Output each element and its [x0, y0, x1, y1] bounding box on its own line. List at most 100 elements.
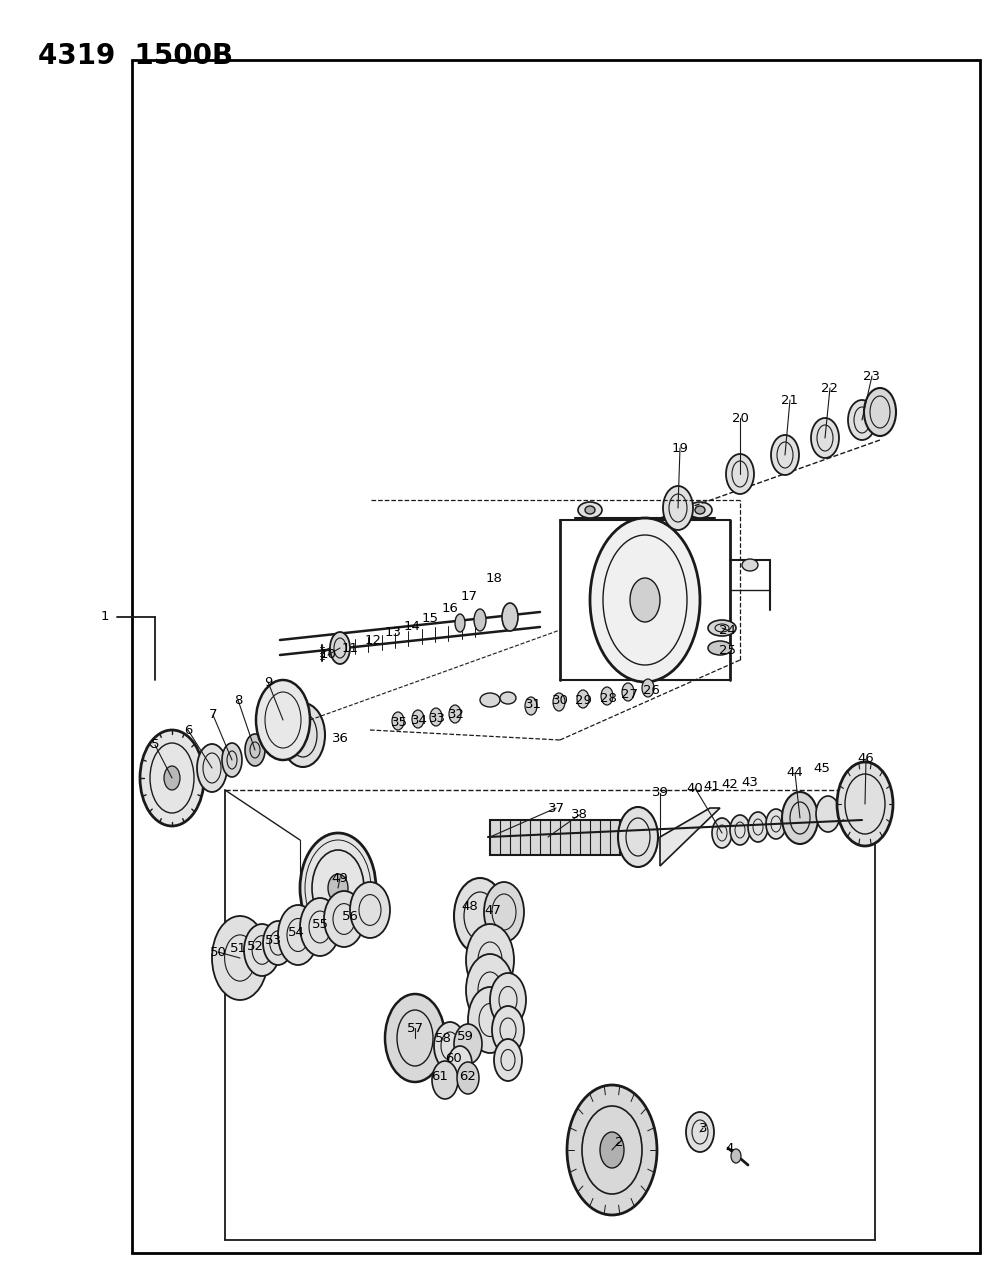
Ellipse shape [590, 518, 700, 682]
Ellipse shape [567, 1085, 657, 1215]
Ellipse shape [278, 905, 318, 965]
Text: 60: 60 [446, 1052, 463, 1065]
Text: 49: 49 [332, 872, 349, 885]
Text: 16: 16 [442, 602, 459, 615]
Text: 37: 37 [547, 802, 565, 815]
Text: 46: 46 [857, 752, 874, 765]
Text: 47: 47 [485, 904, 501, 917]
Text: 34: 34 [410, 714, 427, 727]
Text: 43: 43 [741, 775, 758, 788]
Text: 26: 26 [642, 683, 659, 696]
Ellipse shape [281, 703, 325, 768]
Ellipse shape [848, 400, 876, 440]
Text: 15: 15 [421, 612, 438, 625]
Text: 51: 51 [230, 941, 247, 955]
Ellipse shape [140, 731, 204, 826]
Ellipse shape [164, 766, 180, 790]
Text: 41: 41 [704, 780, 720, 793]
Text: 13: 13 [385, 626, 401, 639]
Ellipse shape [642, 680, 654, 697]
Ellipse shape [455, 615, 465, 632]
Ellipse shape [766, 810, 786, 839]
Ellipse shape [782, 792, 818, 844]
Text: 19: 19 [672, 441, 689, 454]
Ellipse shape [457, 1062, 479, 1094]
Text: 31: 31 [524, 699, 541, 711]
Text: 44: 44 [787, 766, 804, 779]
Text: 8: 8 [234, 694, 242, 706]
Text: 17: 17 [461, 590, 478, 603]
Ellipse shape [385, 994, 445, 1082]
Ellipse shape [695, 506, 705, 514]
Text: 57: 57 [406, 1021, 423, 1034]
Ellipse shape [256, 680, 310, 760]
Text: 23: 23 [863, 370, 880, 382]
Ellipse shape [466, 954, 514, 1026]
Ellipse shape [474, 609, 486, 631]
Ellipse shape [600, 1132, 624, 1168]
Ellipse shape [553, 694, 565, 711]
Ellipse shape [480, 694, 500, 708]
Text: 59: 59 [457, 1029, 474, 1043]
Ellipse shape [630, 578, 660, 622]
Text: 22: 22 [822, 381, 838, 394]
Text: 7: 7 [209, 709, 217, 722]
Ellipse shape [263, 921, 293, 965]
Text: 35: 35 [390, 715, 407, 728]
Ellipse shape [502, 603, 518, 631]
Text: 2: 2 [614, 1136, 623, 1149]
Polygon shape [660, 808, 720, 866]
Ellipse shape [686, 1112, 714, 1153]
Text: 56: 56 [342, 909, 359, 923]
Text: 36: 36 [332, 732, 349, 745]
Text: 20: 20 [731, 412, 748, 425]
Ellipse shape [712, 819, 732, 848]
Text: 45: 45 [814, 762, 830, 775]
Ellipse shape [324, 891, 364, 947]
Ellipse shape [197, 745, 227, 792]
Bar [132, 60, 980, 1253]
Ellipse shape [578, 502, 602, 518]
Ellipse shape [330, 632, 350, 664]
Text: 52: 52 [247, 940, 264, 952]
Text: 12: 12 [365, 634, 382, 646]
Ellipse shape [864, 388, 896, 436]
Ellipse shape [577, 690, 589, 708]
Ellipse shape [622, 683, 634, 701]
Text: 48: 48 [462, 900, 479, 913]
Text: 32: 32 [448, 709, 465, 722]
Ellipse shape [350, 882, 390, 938]
Text: 58: 58 [435, 1031, 452, 1044]
Ellipse shape [837, 762, 893, 847]
Text: 42: 42 [721, 778, 738, 790]
Text: 3: 3 [699, 1122, 708, 1135]
Ellipse shape [244, 924, 280, 975]
Text: 40: 40 [687, 782, 704, 794]
Ellipse shape [585, 506, 595, 514]
Ellipse shape [771, 435, 799, 476]
Text: 33: 33 [428, 711, 446, 724]
Ellipse shape [432, 1061, 458, 1099]
Ellipse shape [222, 743, 242, 776]
Text: 61: 61 [431, 1070, 449, 1082]
Text: 27: 27 [620, 687, 637, 700]
Ellipse shape [708, 620, 736, 636]
Ellipse shape [434, 1023, 466, 1070]
Ellipse shape [492, 1006, 524, 1054]
Ellipse shape [816, 796, 840, 833]
Text: 53: 53 [265, 933, 281, 946]
Text: 38: 38 [571, 808, 588, 821]
Text: 21: 21 [782, 394, 799, 407]
Ellipse shape [300, 898, 340, 956]
Text: 10: 10 [319, 649, 336, 662]
Text: 9: 9 [264, 676, 273, 688]
Ellipse shape [730, 815, 750, 845]
Text: 1: 1 [101, 611, 109, 623]
Ellipse shape [601, 687, 613, 705]
Ellipse shape [466, 924, 514, 996]
Text: 30: 30 [552, 694, 569, 706]
Ellipse shape [392, 711, 404, 731]
Ellipse shape [742, 558, 758, 571]
Ellipse shape [618, 807, 658, 867]
Text: 18: 18 [486, 571, 502, 584]
